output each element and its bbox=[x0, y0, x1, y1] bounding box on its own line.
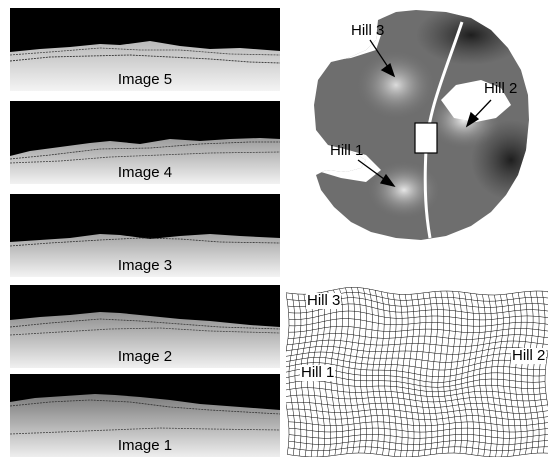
mesh-column-line bbox=[286, 292, 290, 455]
mesh-column-line bbox=[443, 290, 451, 454]
image-5-terrain bbox=[10, 8, 280, 91]
mesh-column-line bbox=[485, 294, 492, 457]
mesh-column-line bbox=[520, 291, 528, 455]
mesh-column-line bbox=[395, 294, 403, 457]
mesh-column-line bbox=[372, 290, 379, 455]
mesh-column-line bbox=[431, 291, 439, 455]
image-panel-5: Image 5 bbox=[10, 8, 280, 91]
image-panel-2: Image 2 bbox=[10, 285, 280, 368]
image-1-label: Image 1 bbox=[117, 437, 173, 454]
mesh-column-line bbox=[437, 291, 445, 454]
image-panel-1: Image 1 bbox=[10, 374, 280, 457]
mesh-column-line bbox=[455, 291, 462, 454]
map-label-hill-2: Hill 2 bbox=[484, 80, 518, 97]
mesh-column-line bbox=[467, 293, 474, 455]
mesh-column-line bbox=[384, 292, 391, 456]
image-3-terrain bbox=[10, 194, 280, 277]
image-2-terrain bbox=[10, 285, 280, 368]
image-1-terrain bbox=[10, 374, 280, 457]
mesh-column-line bbox=[389, 293, 397, 457]
mesh-column-line bbox=[413, 293, 421, 457]
mesh-column-line bbox=[503, 294, 510, 457]
mesh-column-line bbox=[515, 292, 522, 456]
mesh-row-line bbox=[286, 394, 547, 403]
mesh-column-line bbox=[360, 288, 367, 454]
mesh-column-line bbox=[532, 290, 540, 454]
image-5-label: Image 5 bbox=[117, 71, 173, 88]
mesh-row-line bbox=[287, 452, 548, 457]
mesh-column-line bbox=[461, 292, 468, 454]
image-3-label: Image 3 bbox=[117, 257, 173, 274]
mesh-column-line bbox=[544, 291, 548, 408]
terrain-mesh: Hill 3 Hill 1 Hill 2 bbox=[286, 283, 548, 457]
mesh-row-line bbox=[287, 339, 548, 347]
mesh-column-line bbox=[407, 294, 415, 457]
mesh-row-line bbox=[286, 387, 547, 397]
height-map: Hill 3 Hill 2 Hill 1 bbox=[286, 0, 548, 255]
mesh-column-line bbox=[401, 294, 409, 457]
mesh-row-line bbox=[288, 421, 548, 427]
mesh-column-line bbox=[336, 288, 343, 455]
mesh-column-line bbox=[509, 293, 516, 456]
mesh-column-line bbox=[491, 294, 498, 457]
mesh-column-line bbox=[473, 293, 480, 456]
mesh-label-hill-3: Hill 3 bbox=[306, 292, 342, 309]
mesh-row-line bbox=[288, 446, 548, 452]
image-panel-4: Image 4 bbox=[10, 101, 280, 184]
image-panel-3: Image 3 bbox=[10, 194, 280, 277]
mesh-column-line bbox=[526, 291, 534, 454]
mesh-label-hill-1: Hill 1 bbox=[300, 364, 336, 381]
mesh-column-line bbox=[342, 287, 349, 454]
map-label-hill-1: Hill 1 bbox=[330, 142, 364, 159]
mesh-column-line bbox=[479, 294, 486, 457]
mesh-column-line bbox=[425, 292, 433, 455]
mesh-column-line bbox=[419, 292, 427, 456]
mesh-column-line bbox=[497, 294, 504, 457]
mesh-column-line bbox=[288, 293, 296, 456]
sensor-rectangle bbox=[414, 122, 438, 154]
map-label-hill-3: Hill 3 bbox=[351, 22, 385, 39]
image-2-label: Image 2 bbox=[117, 348, 173, 365]
mesh-column-line bbox=[378, 291, 385, 456]
image-4-label: Image 4 bbox=[117, 164, 173, 181]
mesh-column-line bbox=[449, 291, 456, 454]
mesh-column-line bbox=[538, 291, 546, 454]
height-map-graphic bbox=[314, 10, 529, 240]
mesh-column-line bbox=[366, 289, 373, 454]
terrain-mesh-graphic bbox=[286, 287, 548, 457]
mesh-column-line bbox=[348, 287, 355, 454]
mesh-row-line bbox=[287, 333, 548, 340]
mesh-column-line bbox=[354, 287, 361, 454]
mesh-label-hill-2: Hill 2 bbox=[511, 347, 547, 364]
image-4-terrain bbox=[10, 101, 280, 184]
mesh-row-line bbox=[287, 415, 548, 420]
mesh-column-line bbox=[294, 293, 302, 457]
